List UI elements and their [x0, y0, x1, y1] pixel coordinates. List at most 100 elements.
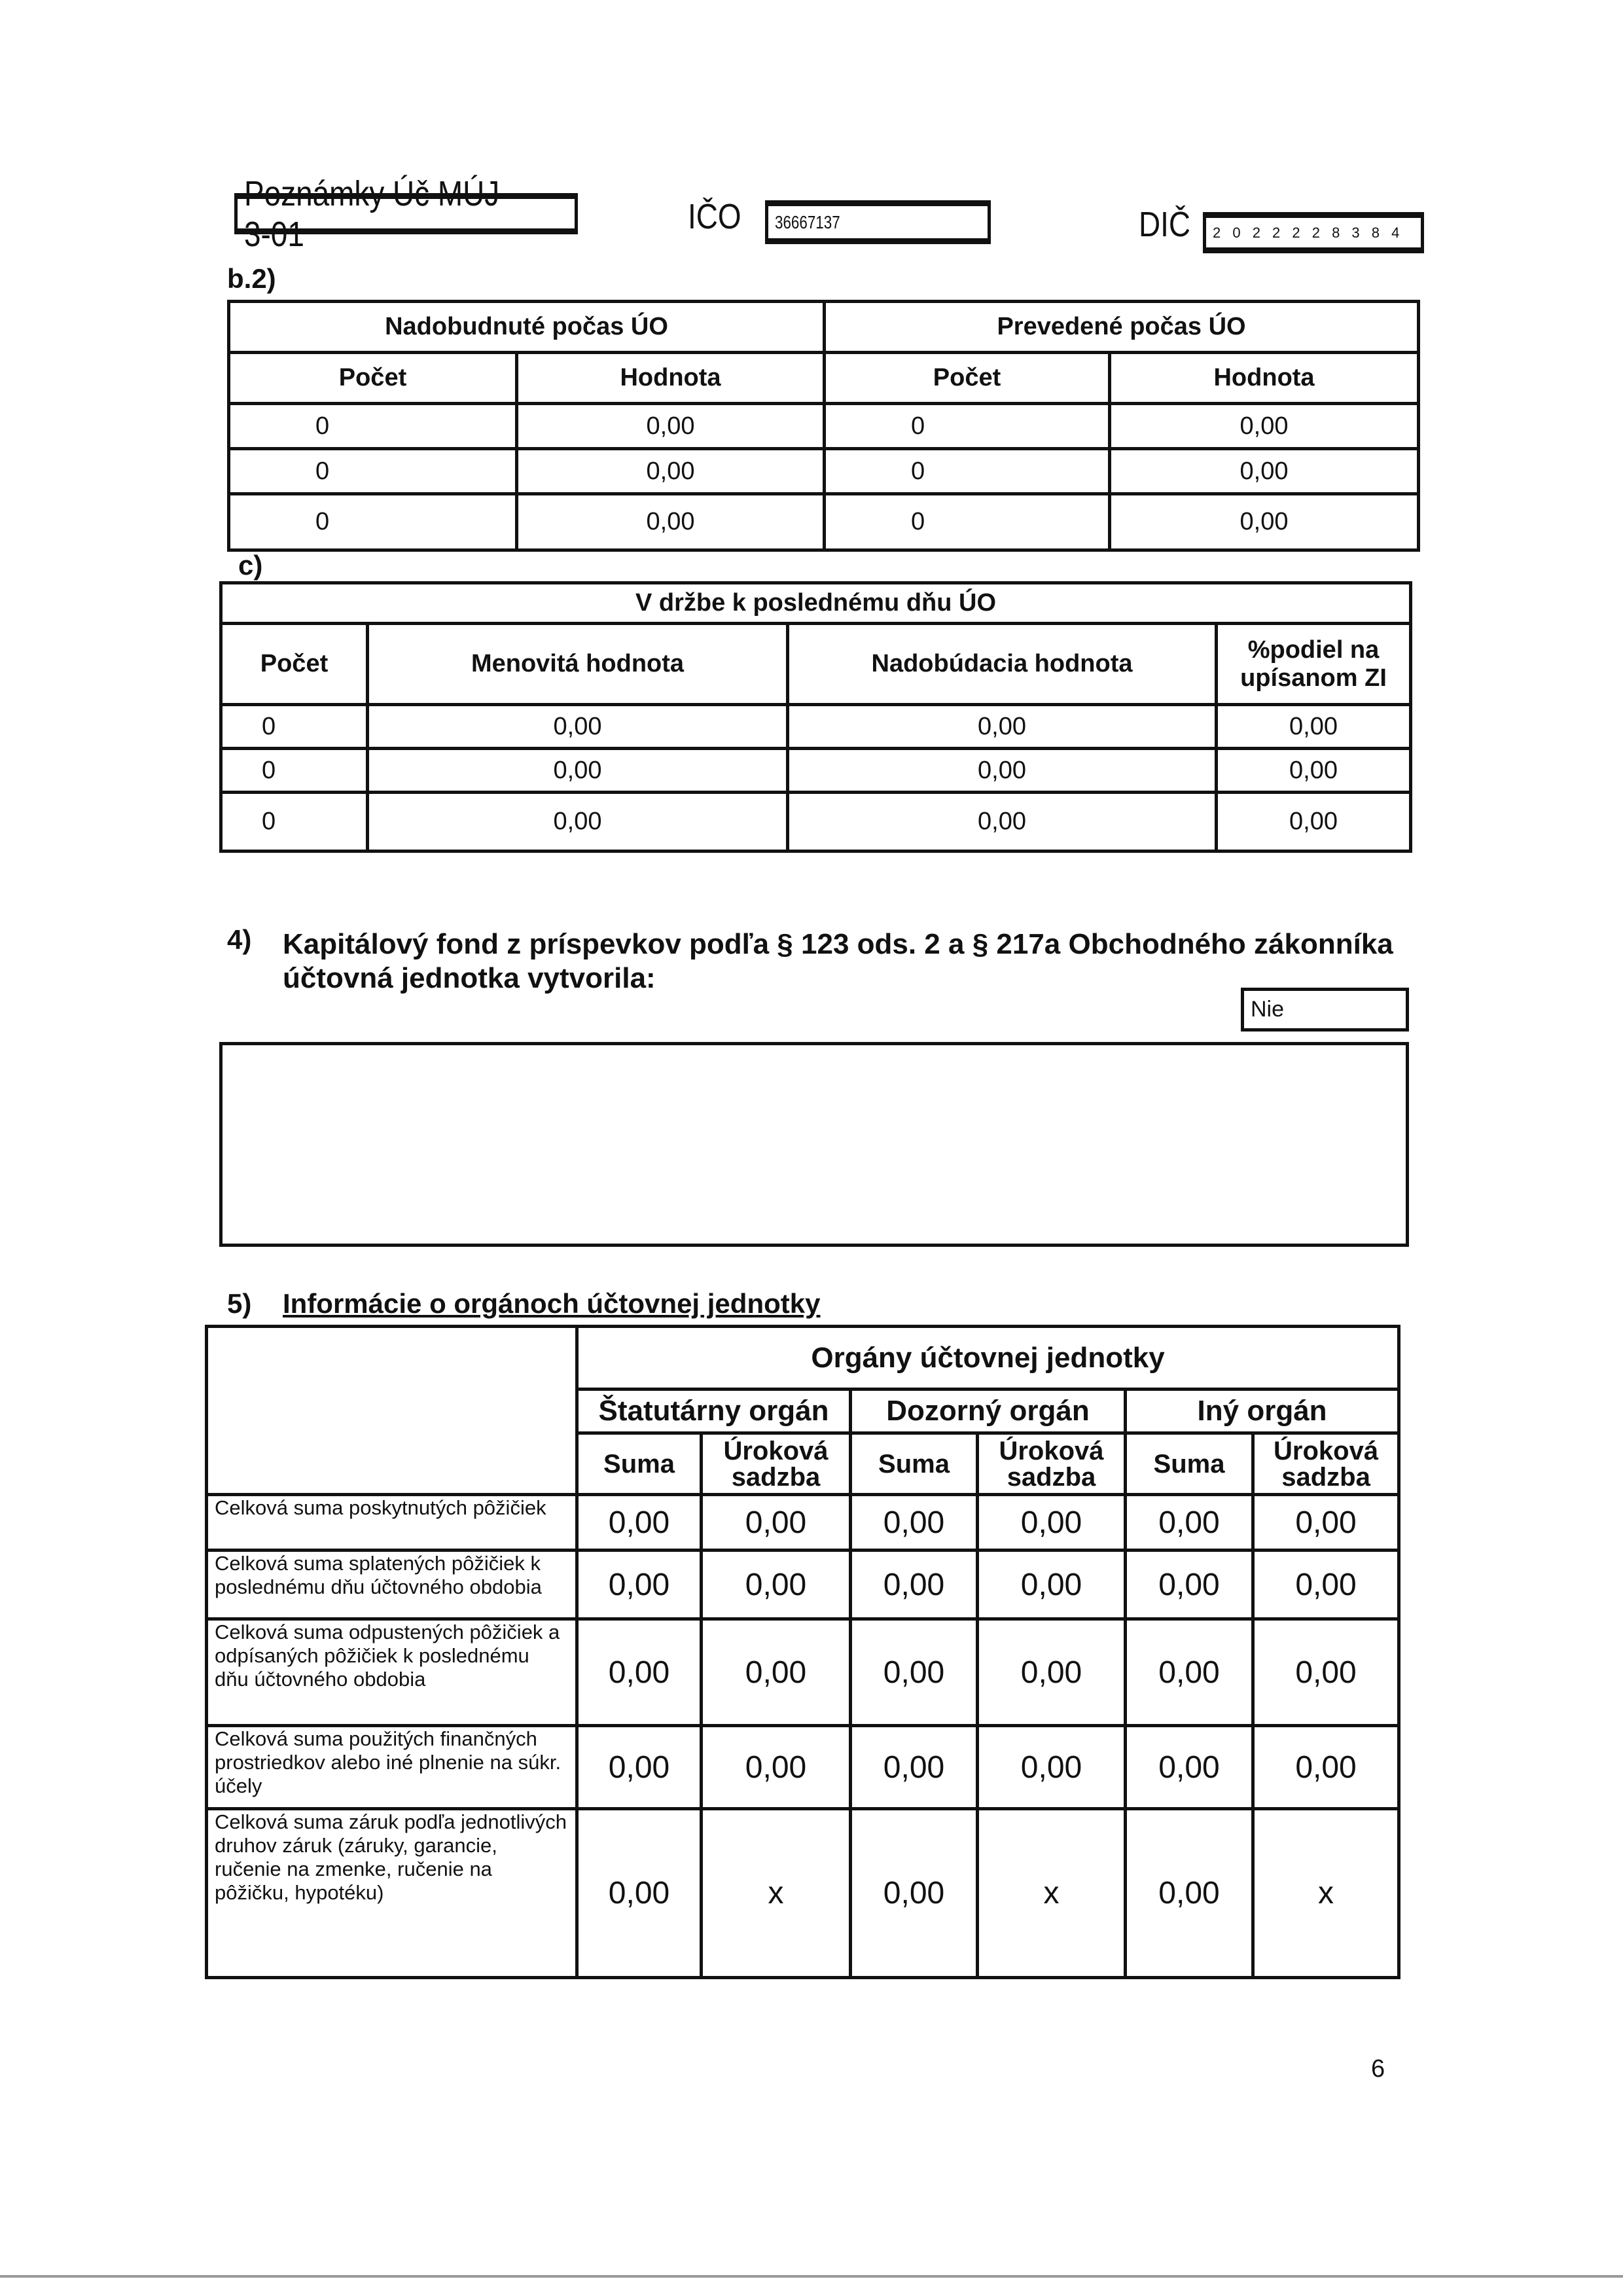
- sub-header: Suma: [575, 1431, 703, 1496]
- table-row: Celková suma záruk podľa jednotlivých dr…: [205, 1807, 1401, 1979]
- section-4-question-line2: účtovná jednotka vytvorila:: [283, 962, 656, 994]
- table-cell: 0,00: [575, 1549, 703, 1621]
- table-cell: 0: [219, 703, 369, 750]
- organ-header: Štatutárny orgán: [575, 1388, 852, 1435]
- table-cell: 0: [219, 747, 369, 794]
- column-header: Počet: [823, 351, 1112, 405]
- ico-value: 36667137: [775, 211, 840, 232]
- column-header: %podiel na upísanom ZI: [1215, 622, 1412, 706]
- form-title-box: Poznámky Úč MÚJ 3-01: [234, 174, 578, 254]
- table-cell: 0,00: [575, 1724, 703, 1810]
- dic-field: 2 0 2 2 2 2 8 3 8 4: [1203, 212, 1424, 253]
- table-cell: 0,00: [786, 791, 1218, 853]
- organ-header: Dozorný orgán: [849, 1388, 1127, 1435]
- scan-edge-line: [0, 2275, 1623, 2278]
- table-cell: 0,00: [976, 1493, 1127, 1552]
- section-4-answer: Nie: [1251, 997, 1285, 1022]
- row-label: Celková suma záruk podľa jednotlivých dr…: [205, 1807, 579, 1979]
- section-4-notes-box[interactable]: [219, 1042, 1409, 1247]
- table-cell: 0,00: [700, 1549, 852, 1621]
- table-row: Celková suma poskytnutých pôžičiek 0,00 0,…: [205, 1493, 1401, 1552]
- row-label: Celková suma odpustených pôžičiek a odpí…: [205, 1617, 579, 1727]
- table-cell: 0,00: [1251, 1493, 1401, 1552]
- table-cell: 0: [823, 447, 1112, 495]
- table-cell: 0: [823, 402, 1112, 450]
- table-cell: x: [1251, 1807, 1401, 1979]
- table-cell: 0,00: [849, 1549, 979, 1621]
- table-cell: 0: [227, 402, 518, 450]
- form-title: Poznámky Úč MÚJ 3-01: [244, 173, 500, 254]
- table-cell: 0,00: [1215, 703, 1412, 750]
- table-cell: 0,00: [366, 703, 789, 750]
- ico-label: IČO: [688, 197, 741, 236]
- empty-corner: [205, 1325, 579, 1496]
- section-5-title: Informácie o orgánoch účtovnej jednotky: [283, 1288, 821, 1319]
- table-cell: 0,00: [1108, 447, 1421, 495]
- row-label: Celková suma splatených pôžičiek k posle…: [205, 1549, 579, 1621]
- table-cell: 0,00: [849, 1724, 979, 1810]
- table-cell: 0,00: [849, 1807, 979, 1979]
- header-acquired: Nadobudnuté počas ÚO: [226, 300, 827, 354]
- table-cell: 0,00: [1251, 1617, 1401, 1727]
- table-cell: 0: [227, 492, 518, 552]
- table-row: 0 0,00 0,00 0,00: [219, 791, 1412, 853]
- section-4-question-line1: Kapitálový fond z príspevkov podľa § 123…: [283, 928, 1393, 960]
- column-header: Menovitá hodnota: [366, 622, 789, 706]
- table-b2: Nadobudnuté počas ÚO Prevedené počas ÚO P…: [226, 300, 1421, 552]
- table-cell: 0,00: [849, 1493, 979, 1552]
- page-number: 6: [1371, 2055, 1385, 2083]
- table-cell: 0,00: [514, 447, 827, 495]
- table-row: Celková suma odpustených pôžičiek a odpí…: [205, 1617, 1401, 1727]
- table-cell: 0: [227, 447, 518, 495]
- header-transferred: Prevedené počas ÚO: [823, 300, 1421, 354]
- table-cell: 0,00: [1124, 1724, 1255, 1810]
- table-row: Celková suma splatených pôžičiek k posle…: [205, 1549, 1401, 1621]
- table-cell: 0,00: [1124, 1549, 1255, 1621]
- row-label: Celková suma poskytnutých pôžičiek: [205, 1493, 579, 1552]
- table-cell: 0,00: [700, 1617, 852, 1727]
- table-cell: 0: [219, 791, 369, 853]
- section-4-answer-field[interactable]: Nie: [1241, 988, 1409, 1031]
- table-row: Celková suma použitých finančných prostr…: [205, 1724, 1401, 1810]
- table-organs: Orgány účtovnej jednotky Štatutárny orgá…: [205, 1325, 1401, 1979]
- table-cell: 0,00: [1251, 1549, 1401, 1621]
- table-row: 0 0,00 0 0,00: [227, 447, 1421, 495]
- table-cell: 0,00: [366, 747, 789, 794]
- dic-value: 2 0 2 2 2 2 8 3 8 4: [1213, 224, 1404, 241]
- table-cell: x: [700, 1807, 852, 1979]
- table-cell: 0,00: [976, 1617, 1127, 1727]
- header-holding: V držbe k poslednému dňu ÚO: [219, 581, 1412, 625]
- column-header: Počet: [219, 622, 369, 706]
- section-4-number: 4): [227, 924, 252, 955]
- table-row: 0 0,00 0 0,00: [227, 492, 1421, 552]
- table-cell: 0,00: [849, 1617, 979, 1727]
- section-5-number: 5): [227, 1288, 252, 1319]
- table-cell: 0,00: [1215, 747, 1412, 794]
- table-c: V držbe k poslednému dňu ÚO Počet Menovit…: [219, 581, 1412, 853]
- table-cell: 0,00: [1124, 1807, 1255, 1979]
- sub-header: Úroková sadzba: [1251, 1431, 1401, 1496]
- row-label: Celková suma použitých finančných prostr…: [205, 1724, 579, 1810]
- table-row: 0 0,00 0 0,00: [227, 402, 1421, 450]
- column-header: Hodnota: [514, 351, 827, 405]
- column-header: Počet: [227, 351, 518, 405]
- table-cell: x: [976, 1807, 1127, 1979]
- table-row: 0 0,00 0,00 0,00: [219, 703, 1412, 750]
- table-cell: 0,00: [976, 1549, 1127, 1621]
- table-cell: 0,00: [1108, 402, 1421, 450]
- dic-label: DIČ: [1139, 205, 1191, 244]
- organ-header: Iný orgán: [1123, 1388, 1401, 1435]
- sub-header: Úroková sadzba: [700, 1431, 852, 1496]
- column-header: Hodnota: [1108, 351, 1421, 405]
- sub-header: Suma: [849, 1431, 979, 1496]
- table-cell: 0,00: [976, 1724, 1127, 1810]
- table-cell: 0,00: [786, 747, 1218, 794]
- section-c-label: c): [238, 550, 263, 581]
- table-cell: 0,00: [575, 1807, 703, 1979]
- table-cell: 0,00: [1124, 1617, 1255, 1727]
- table-cell: 0,00: [575, 1493, 703, 1552]
- header-organs: Orgány účtovnej jednotky: [575, 1325, 1401, 1391]
- table-row: 0 0,00 0,00 0,00: [219, 747, 1412, 794]
- table-cell: 0,00: [575, 1617, 703, 1727]
- table-cell: 0,00: [1251, 1724, 1401, 1810]
